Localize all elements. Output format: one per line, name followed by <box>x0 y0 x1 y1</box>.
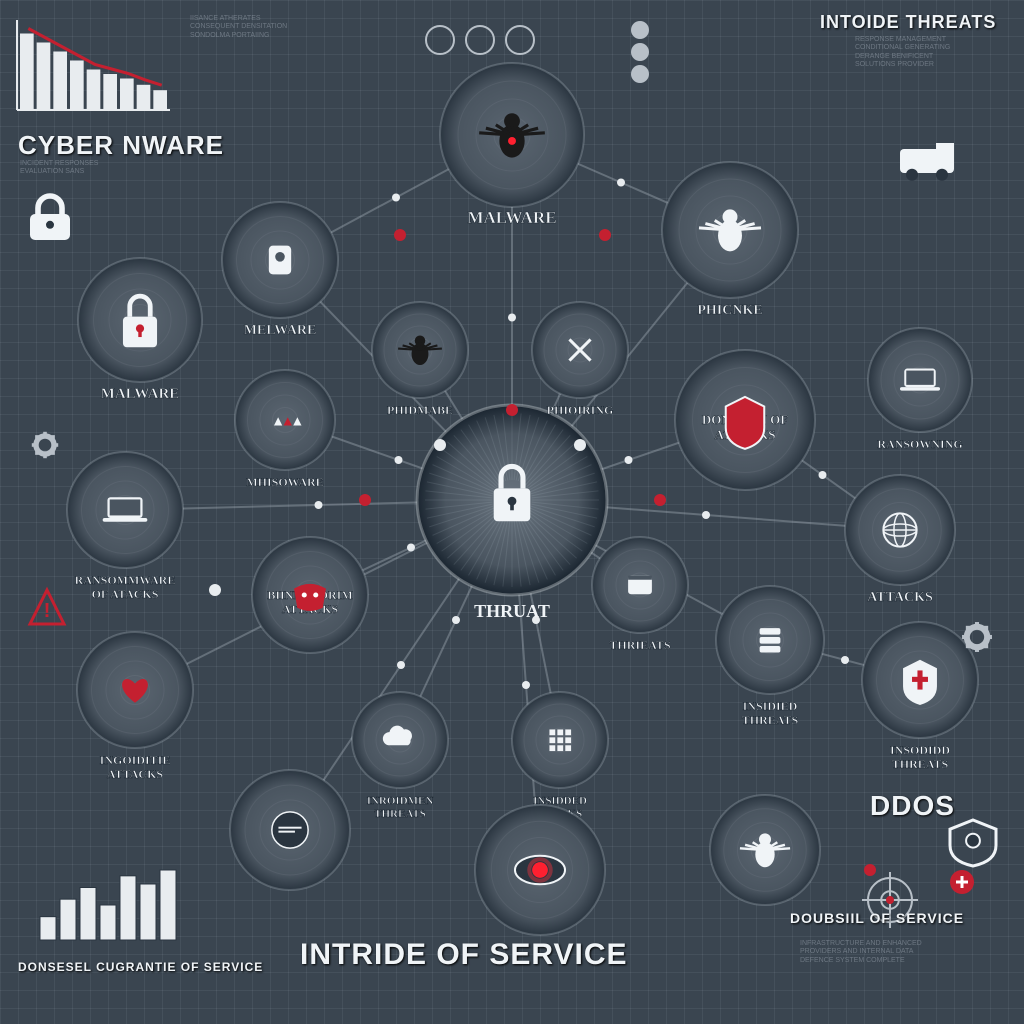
shield-red-icon <box>726 397 765 449</box>
filler-text: INCIDENT RESPONSESEVALUATION SANS <box>20 160 190 177</box>
svg-text:THRUAT: THRUAT <box>474 601 550 621</box>
accent-dot <box>654 494 666 506</box>
window-icon <box>628 576 652 594</box>
disc-icon <box>272 812 308 848</box>
svg-text:PHIDMABE: PHIDMABE <box>387 403 453 417</box>
accent-dot <box>864 864 876 876</box>
svg-text:MHISOWARE: MHISOWARE <box>246 475 323 489</box>
accent-dot <box>359 494 371 506</box>
svg-text:THREATS: THREATS <box>374 808 426 820</box>
servers-icon <box>760 628 781 652</box>
header-bottom-center: INTRIDE OF SERVICE <box>300 940 628 970</box>
svg-text:THRIEATS: THRIEATS <box>609 638 670 652</box>
filler-text: INFRASTRUCTURE AND ENHANCEDPROVIDERS AND… <box>800 940 1000 965</box>
accent-dot <box>394 229 406 241</box>
gear-icon <box>962 622 992 652</box>
top-mini-dot <box>631 43 649 61</box>
threat-node-mhisoware: MHISOWARE <box>235 370 335 489</box>
accent-dot <box>434 439 446 451</box>
threat-node-attacks_right: ATTACKS <box>845 475 955 605</box>
svg-text:THREATS: THREATS <box>892 757 949 771</box>
header-bottom-right: DOUBSIIL OF SERVICE <box>790 910 964 926</box>
svg-text:MALWARE: MALWARE <box>467 208 556 227</box>
badge-icon <box>269 246 291 275</box>
threat-node-insided_threats: INSIDIEDTHREATS <box>716 586 824 727</box>
svg-text:RANSOMMWARE: RANSOMMWARE <box>75 573 176 587</box>
filler-text: RESPONSE MANAGEMENTCONDITIONAL GENERATIN… <box>855 36 1005 70</box>
mask-red-icon <box>294 584 326 611</box>
eye-red-icon <box>515 856 565 885</box>
svg-text:THREATS: THREATS <box>742 713 799 727</box>
svg-text:PHIOIRING: PHIOIRING <box>547 403 614 417</box>
gear-icon <box>32 432 58 458</box>
svg-text:ATTACKS: ATTACKS <box>107 767 164 781</box>
decline-bar-chart <box>17 20 170 110</box>
threat-node-phioring: PHIOIRING <box>532 302 628 417</box>
svg-text:INGOIDITIE: INGOIDITIE <box>100 753 171 767</box>
accent-dot <box>209 584 221 596</box>
header-insider-threats: INTOIDE THREATS <box>820 12 996 33</box>
svg-text:OF ATACKS: OF ATACKS <box>92 587 159 601</box>
accent-dot <box>574 439 586 451</box>
filler-text: IISANCE ATHERATESCONSEQUENT DENSITATIONS… <box>190 15 390 40</box>
threat-node-insidded_atacks: INSIDDEDATACKS <box>512 692 608 820</box>
threat-node-threats_mid: THRIEATS <box>592 537 688 652</box>
svg-text:MALWARE: MALWARE <box>101 386 180 402</box>
top-mini-dot <box>631 21 649 39</box>
svg-text:INSODIDD: INSODIDD <box>890 743 950 757</box>
threat-node-ransomware_left: RANSOMMWAREOF ATACKS <box>67 452 183 601</box>
svg-text:RANSOWNING: RANSOWNING <box>877 437 962 451</box>
header-ddos: DDOS <box>870 790 955 822</box>
plus-circle-icon <box>950 870 974 894</box>
laptop-icon <box>103 497 148 522</box>
top-mini-dot <box>631 65 649 83</box>
laptop-icon <box>900 369 940 391</box>
accent-dot <box>506 404 518 416</box>
header-bottom-left: DONSESEL CUGRANTIE OF SERVICE <box>18 960 263 974</box>
threat-node-ingodtie: INGOIDITIEATTACKS <box>77 632 193 781</box>
svg-text:INROIDMEN: INROIDMEN <box>367 795 434 807</box>
top-mini-icon <box>506 26 534 54</box>
svg-text:!: ! <box>44 600 51 622</box>
threat-node-inrodmen: INROIDMENTHREATS <box>352 692 448 820</box>
svg-text:MELWARE: MELWARE <box>244 323 317 338</box>
triangles-icon <box>274 417 302 425</box>
shield-cross-icon <box>904 661 936 704</box>
bottom-bar-chart <box>40 870 176 940</box>
shield-icon <box>950 820 996 866</box>
top-mini-icon <box>466 26 494 54</box>
header-cyber: CYBER NWARE <box>18 130 224 161</box>
svg-text:PHICNKE: PHICNKE <box>697 303 762 318</box>
svg-text:INSIDIED: INSIDIED <box>743 699 798 713</box>
svg-text:ATTACKS: ATTACKS <box>867 590 933 605</box>
van-icon <box>900 143 954 181</box>
lock-icon <box>30 196 70 240</box>
warning-triangle-icon: ! <box>30 590 64 624</box>
top-mini-icon <box>426 26 454 54</box>
grid-icon <box>549 729 571 751</box>
accent-dot <box>599 229 611 241</box>
